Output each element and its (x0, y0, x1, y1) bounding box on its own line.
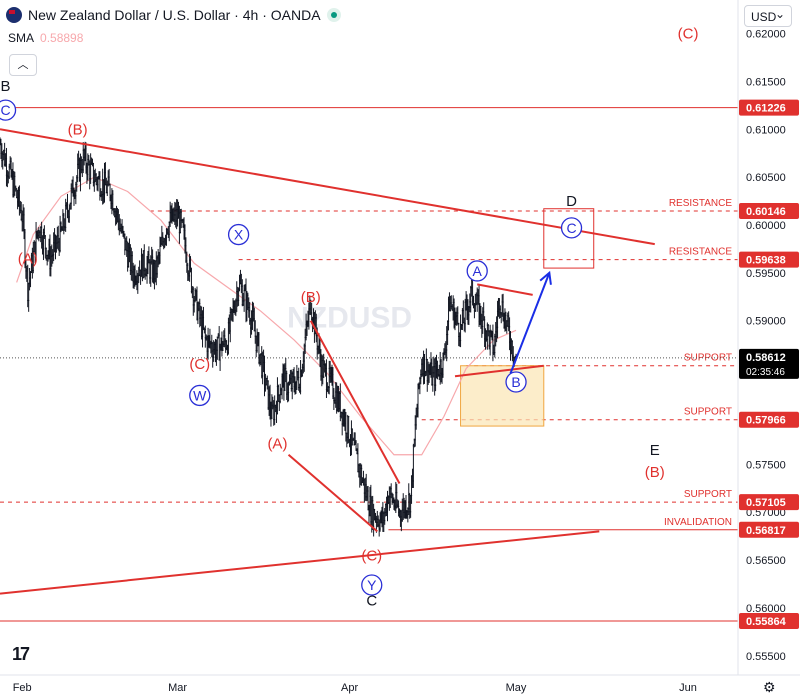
wave-label-circle (227, 223, 250, 246)
sma-line (16, 176, 517, 456)
price-tick-label: 0.62000 (746, 29, 786, 41)
trendline (454, 364, 544, 378)
level-price-badge-label: 0.55864 (746, 616, 787, 628)
chart-header: New Zealand Dollar / U.S. Dollar · 4h · … (6, 5, 341, 25)
level-text: SUPPORT (684, 489, 732, 500)
wave-label: E (650, 442, 660, 459)
time-tick-label: Mar (168, 682, 187, 694)
wave-label-circle (466, 260, 488, 282)
time-tick-label: May (506, 682, 527, 694)
wave-label: (C) (678, 26, 699, 43)
nzd-flag-icon (6, 7, 22, 23)
wave-label: (A) (18, 251, 38, 268)
wave-label: B (511, 374, 520, 390)
price-tick-label: 0.60000 (746, 220, 786, 232)
price-tick-label: 0.57500 (746, 459, 786, 471)
level-price-badge[interactable] (739, 613, 799, 629)
bar-countdown: 02:35:46 (746, 367, 785, 378)
wave-label-circle (189, 384, 211, 407)
current-price-badge[interactable] (739, 348, 799, 379)
level-price-badge[interactable] (739, 494, 799, 511)
projection-arrow (509, 272, 551, 374)
time-tick-label: Jun (679, 682, 697, 694)
level-price-badge-label: 0.57105 (746, 497, 786, 509)
price-tick-label: 0.61000 (746, 124, 786, 136)
price-tick-label: 0.61500 (746, 76, 786, 88)
collapse-legend-button[interactable]: ︿ (9, 54, 37, 76)
time-tick-label: Feb (13, 682, 32, 694)
level-text: INVALIDATION (664, 517, 732, 528)
level-price-badge-label: 0.57966 (746, 415, 786, 427)
wave-label: (B) (645, 464, 665, 481)
trendline (0, 530, 600, 595)
sma-name: SMA (8, 31, 35, 45)
level-text: SUPPORT (684, 407, 732, 418)
level-price-badge-label: 0.61226 (746, 103, 786, 115)
wave-label: C (0, 102, 10, 118)
wave-label: A (473, 263, 483, 279)
wave-label-circle (560, 217, 583, 239)
level-price-badge-label: 0.60146 (746, 206, 786, 218)
price-tick-label: 0.56000 (746, 603, 786, 615)
level-price-badge-label: 0.59638 (746, 255, 786, 267)
price-tick-label: 0.60500 (746, 172, 786, 184)
level-text: SUPPORT (684, 353, 732, 364)
sma-legend[interactable]: SMA 0.58898 (8, 31, 83, 45)
price-tick-label: 0.55500 (746, 651, 786, 663)
wave-label-circle (0, 99, 17, 121)
wave-label-circle (361, 574, 383, 596)
wave-label: Y (367, 577, 377, 593)
wave-label: (C) (189, 356, 210, 373)
level-text: RESISTANCE (669, 198, 732, 209)
currency-select[interactable]: USD (744, 3, 792, 27)
price-tick-label: 0.57000 (746, 507, 786, 519)
level-price-badge[interactable] (739, 203, 799, 220)
trendline (0, 128, 655, 246)
wave-label-circle (505, 371, 527, 393)
trendline (477, 283, 533, 296)
level-price-badge-label: 0.56817 (746, 525, 786, 537)
wave-label: (B) (301, 289, 321, 306)
price-tick-label: 0.59000 (746, 316, 786, 328)
wave-label: C (366, 592, 377, 609)
wave-label: (A) (267, 435, 287, 452)
level-price-badge[interactable] (739, 411, 799, 428)
level-price-badge[interactable] (739, 251, 799, 268)
time-axis-background (0, 675, 800, 700)
wave-label: X (234, 227, 244, 243)
time-tick-label: Apr (341, 682, 358, 694)
wave-label: C (566, 220, 576, 236)
sma-value: 0.58898 (40, 31, 84, 45)
gear-icon[interactable]: ⚙ (763, 679, 776, 695)
target-zone (543, 208, 595, 269)
tradingview-logo[interactable]: 17 (12, 644, 30, 664)
current-price-label: 0.58612 (746, 352, 786, 364)
level-text: RESISTANCE (669, 247, 732, 258)
support-zone (460, 365, 545, 427)
wave-label: W (193, 387, 207, 403)
market-status-icon[interactable] (326, 8, 341, 22)
price-tick-label: 0.56500 (746, 555, 786, 567)
price-tick-label: 0.59500 (746, 268, 786, 280)
trendline (287, 454, 378, 533)
trendline (309, 320, 401, 484)
symbol-title[interactable]: New Zealand Dollar / U.S. Dollar · 4h · … (28, 7, 321, 23)
wave-label: (C) (361, 547, 382, 564)
level-price-badge[interactable] (739, 521, 799, 538)
chevron-up-icon: ︿ (17, 59, 29, 71)
wave-label: (B) (68, 121, 88, 138)
wave-label: B (1, 78, 11, 95)
projection-arrow-head (539, 270, 552, 285)
wave-label: D (566, 193, 577, 210)
level-price-badge[interactable] (739, 99, 799, 116)
